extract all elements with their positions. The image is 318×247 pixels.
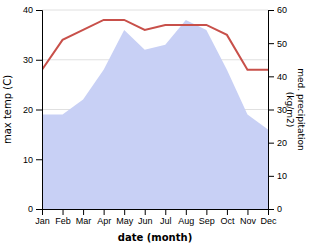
tick: Jan: [35, 209, 50, 226]
axis-line: [43, 210, 269, 216]
tick-mark: [268, 10, 274, 11]
tick-label: Aug: [178, 216, 194, 226]
tick-mark: [145, 209, 146, 215]
tick-label: Jul: [160, 216, 172, 226]
axis-line: [269, 11, 275, 210]
tick-label: 20: [23, 105, 33, 115]
tick-mark: [36, 60, 42, 61]
tick-mark: [36, 10, 42, 11]
tick: Apr: [97, 209, 111, 226]
tick-label: 20: [277, 138, 287, 148]
tick-mark: [268, 176, 274, 177]
tick: Nov: [240, 209, 257, 226]
tick: 20: [268, 138, 287, 148]
grid: [42, 10, 268, 209]
tick: 60: [268, 5, 287, 15]
axis-line: [36, 11, 43, 210]
tick-label: Dec: [260, 216, 277, 226]
tick: 10: [23, 155, 42, 165]
tick-label: Mar: [76, 216, 92, 226]
tick-mark: [206, 209, 207, 215]
tick-label: Oct: [220, 216, 235, 226]
tick-mark: [124, 209, 125, 215]
tick-label: 40: [23, 5, 33, 15]
tick: 0: [28, 204, 42, 214]
y2-axis-title: med. precipitation(kg/m2): [285, 68, 306, 150]
x-axis-title: date (month): [118, 232, 192, 243]
title-line: med. precipitation: [296, 68, 306, 150]
tick-mark: [36, 209, 42, 210]
grid-line: [42, 10, 268, 11]
tick: Sep: [199, 209, 215, 226]
tick: Jul: [160, 209, 172, 226]
tick: 40: [23, 5, 42, 15]
tick: Jun: [138, 209, 153, 226]
tick-label: Sep: [199, 216, 215, 226]
tick: 30: [268, 105, 287, 115]
tick-label: Jan: [35, 216, 50, 226]
tick: 0: [268, 204, 282, 214]
tick-mark: [36, 110, 42, 111]
tick-label: 30: [23, 55, 33, 65]
tick-mark: [227, 209, 228, 215]
tick: Aug: [178, 209, 194, 226]
tick-mark: [268, 110, 274, 111]
tick-mark: [36, 159, 42, 160]
tick: Feb: [55, 209, 71, 226]
marks: [42, 20, 268, 209]
tick-label: 50: [277, 39, 287, 49]
tick-mark: [268, 76, 274, 77]
line: [42, 20, 268, 70]
x-axis: Jan Feb Mar Apr May Jun Jul Aug Sep Oct NovDec: [35, 209, 277, 226]
chart: JanFebMarAprMayJunJulAugSepOctNovDec0102…: [0, 0, 318, 247]
tick-label: Feb: [55, 216, 71, 226]
tick-mark: [268, 143, 274, 144]
tick-label: 40: [277, 72, 287, 82]
tick: Dec: [260, 209, 277, 226]
tick-mark: [247, 209, 248, 215]
tick-label: 60: [277, 5, 287, 15]
tick-label: 10: [277, 171, 287, 181]
title-line: (kg/m2): [285, 92, 295, 127]
tick-label: May: [116, 216, 134, 226]
tick-mark: [165, 209, 166, 215]
tick: 20: [23, 105, 42, 115]
y-axis-title: max temp (C): [2, 75, 13, 144]
tick-mark: [186, 209, 187, 215]
plot-area: JanFebMarAprMayJunJulAugSepOctNovDec0102…: [23, 5, 287, 226]
axis: 0 10 20 30 40: [23, 5, 43, 214]
tick: 30: [23, 55, 42, 65]
tick: Oct: [220, 209, 235, 226]
tick-mark: [104, 209, 105, 215]
tick-label: 10: [23, 155, 33, 165]
tick: 10: [268, 171, 287, 181]
tick-label: 0: [28, 204, 33, 214]
tick-label: 0: [277, 204, 282, 214]
tick-mark: [63, 209, 64, 215]
tick: 50: [268, 39, 287, 49]
tick: 40: [268, 72, 287, 82]
tick-mark: [268, 43, 274, 44]
tick-label: Nov: [240, 216, 257, 226]
area: [42, 20, 268, 209]
tick-label: Apr: [97, 216, 111, 226]
tick-mark: [268, 209, 274, 210]
tick: Mar: [76, 209, 92, 226]
tick: May: [116, 209, 134, 226]
tick-mark: [83, 209, 84, 215]
tick-label: Jun: [138, 216, 153, 226]
axis: 0 10 20 30 40 50 60: [268, 5, 287, 214]
